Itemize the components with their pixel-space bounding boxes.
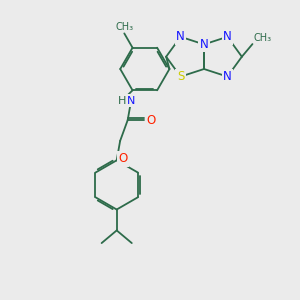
Text: S: S [177,70,184,83]
Text: H: H [118,96,126,106]
Text: N: N [200,38,208,51]
Text: O: O [119,152,128,165]
Text: N: N [127,96,135,106]
Text: N: N [223,30,232,43]
Text: CH₃: CH₃ [253,33,271,43]
Text: N: N [223,70,232,83]
Text: N: N [176,30,185,43]
Text: O: O [146,114,155,127]
Text: CH₃: CH₃ [115,22,134,32]
